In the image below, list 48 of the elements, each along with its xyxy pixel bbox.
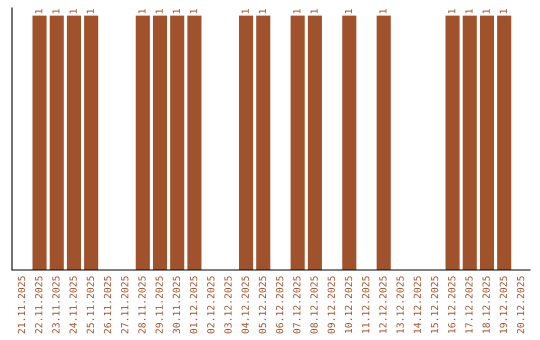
x-tick-label: 26.11.2025 xyxy=(104,276,112,334)
data-label: 1 xyxy=(156,9,163,14)
data-label: 1 xyxy=(448,9,456,14)
x-tick-label: 18.12.2025 xyxy=(482,276,490,333)
data-label: 1 xyxy=(138,9,146,14)
x-tick-label: 15.12.2025 xyxy=(430,276,438,333)
x-tick-label: 09.12.2025 xyxy=(328,276,335,334)
x-tick-label: 23.11.2025 xyxy=(52,276,60,334)
data-label: 1 xyxy=(172,9,180,14)
x-tick-label: 29.11.2025 xyxy=(155,276,163,334)
data-label: 1 xyxy=(293,9,300,14)
x-tick-label: 20.12.2025 xyxy=(516,276,524,334)
data-label: 1 xyxy=(35,9,42,14)
x-tick-label: 28.11.2025 xyxy=(138,276,146,334)
data-label: 1 xyxy=(465,9,472,14)
x-tick-label: 01.12.2025 xyxy=(190,276,198,334)
x-tick-label: 30.11.2025 xyxy=(172,276,180,334)
x-tick-label: 14.12.2025 xyxy=(414,276,421,333)
x-tick-label: 12.12.2025 xyxy=(379,276,387,333)
x-tick-label: 04.12.2025 xyxy=(242,276,249,334)
data-label: 1 xyxy=(310,9,318,14)
x-tick-label: 19.12.2025 xyxy=(500,276,508,333)
data-label: 1 xyxy=(86,9,94,14)
data-label: 1 xyxy=(258,9,266,14)
x-tick-label: 27.11.2025 xyxy=(121,276,128,334)
x-tick-label: 22.11.2025 xyxy=(35,276,42,334)
x-tick-label: 05.12.2025 xyxy=(258,276,266,334)
data-label: 1 xyxy=(344,9,352,14)
x-tick-label: 17.12.2025 xyxy=(465,276,473,333)
x-tick-label: 07.12.2025 xyxy=(293,276,301,334)
x-tick-label: 10.12.2025 xyxy=(344,276,352,333)
x-tick-label: 24.11.2025 xyxy=(69,276,77,334)
x-tick-label: 02.12.2025 xyxy=(207,276,214,334)
x-tick-label: 08.12.2025 xyxy=(310,276,318,334)
data-label: 1 xyxy=(70,9,77,14)
x-tick-label: 25.11.2025 xyxy=(86,276,94,334)
data-label: 1 xyxy=(242,9,249,14)
x-tick-label: 21.11.2025 xyxy=(18,276,26,334)
data-label: 1 xyxy=(379,9,386,14)
data-label: 1 xyxy=(190,9,198,14)
x-tick-label: 11.12.2025 xyxy=(362,276,370,333)
x-tick-label: 03.12.2025 xyxy=(224,276,232,334)
data-label: 1 xyxy=(482,9,490,14)
x-tick-label: 16.12.2025 xyxy=(448,276,456,333)
x-tick-label: 13.12.2025 xyxy=(396,276,404,333)
x-tick-label: 06.12.2025 xyxy=(276,276,284,334)
data-label: 1 xyxy=(500,9,507,14)
data-label: 1 xyxy=(52,9,60,14)
